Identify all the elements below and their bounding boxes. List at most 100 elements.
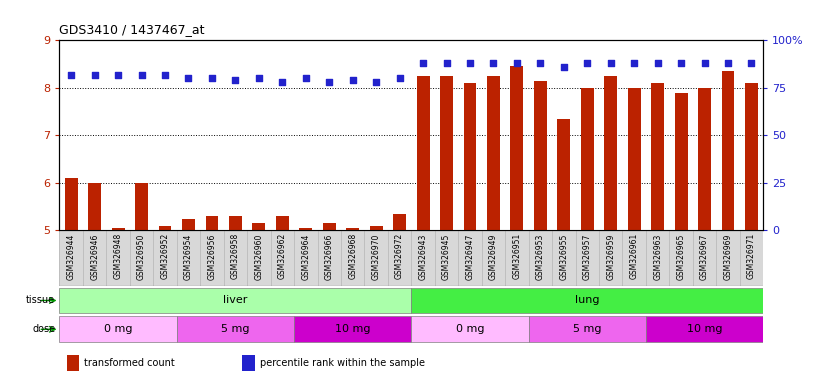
Bar [411,316,529,342]
Text: GSM326959: GSM326959 [606,233,615,280]
Point [675,60,688,66]
Bar [177,316,294,342]
Text: 10 mg: 10 mg [335,324,370,334]
Point [604,60,617,66]
Text: dose: dose [32,324,55,334]
Bar [463,83,477,230]
Text: 0 mg: 0 mg [104,324,132,334]
Text: tissue: tissue [26,295,55,306]
Point [463,60,477,66]
Point [487,60,500,66]
Point [276,79,289,85]
Bar [722,71,734,230]
Bar [529,316,646,342]
Text: GSM326948: GSM326948 [114,233,122,280]
Bar [229,216,242,230]
Point [229,77,242,83]
Bar [294,316,411,342]
Text: percentile rank within the sample: percentile rank within the sample [260,358,425,368]
Text: GSM326958: GSM326958 [231,233,240,280]
Text: GSM326947: GSM326947 [466,233,474,280]
Point [159,71,172,78]
Text: GSM326950: GSM326950 [137,233,146,280]
Text: 5 mg: 5 mg [221,324,249,334]
Text: 10 mg: 10 mg [687,324,722,334]
Text: GSM326971: GSM326971 [747,233,756,280]
Bar [206,216,218,230]
Point [182,75,195,81]
Text: GSM326957: GSM326957 [583,233,591,280]
Text: GSM326951: GSM326951 [512,233,521,280]
Point [369,79,382,85]
Bar [487,76,500,230]
Bar [243,355,255,371]
Bar [651,83,664,230]
Bar [675,93,687,230]
Bar [59,288,411,313]
Text: GSM326969: GSM326969 [724,233,733,280]
Point [135,71,148,78]
Text: GSM326972: GSM326972 [395,233,404,280]
Text: GSM326960: GSM326960 [254,233,263,280]
Point [745,60,758,66]
Point [628,60,641,66]
Point [440,60,453,66]
Bar [646,316,763,342]
Bar [698,88,711,230]
Text: GSM326943: GSM326943 [419,233,428,280]
Bar [370,226,382,230]
Point [323,79,336,85]
Point [581,60,594,66]
Text: GSM326945: GSM326945 [442,233,451,280]
Text: GSM326965: GSM326965 [676,233,686,280]
Point [558,64,571,70]
Bar [299,228,312,230]
Bar [393,214,406,230]
Bar [745,83,758,230]
Bar [112,228,125,230]
Bar [253,223,265,230]
Point [534,60,547,66]
Text: GSM326967: GSM326967 [700,233,709,280]
Text: 0 mg: 0 mg [456,324,484,334]
Bar [323,223,335,230]
Bar [534,81,547,230]
Bar [628,88,641,230]
Bar [88,183,101,230]
Text: GSM326956: GSM326956 [207,233,216,280]
Point [64,71,78,78]
Bar [558,119,570,230]
Text: GSM326955: GSM326955 [559,233,568,280]
Text: transformed count: transformed count [84,358,175,368]
Point [299,75,312,81]
Point [88,71,102,78]
Point [416,60,430,66]
Bar [416,76,430,230]
Bar [59,316,177,342]
Bar [276,216,289,230]
Text: GSM326953: GSM326953 [536,233,545,280]
Bar [411,288,763,313]
Text: GSM326946: GSM326946 [90,233,99,280]
Text: lung: lung [575,295,600,306]
Bar [159,226,172,230]
Text: 5 mg: 5 mg [573,324,601,334]
Bar [64,178,78,230]
Text: GSM326963: GSM326963 [653,233,662,280]
Bar [67,355,79,371]
Text: GSM326966: GSM326966 [325,233,334,280]
Point [651,60,664,66]
Point [346,77,359,83]
Point [393,75,406,81]
Point [112,71,125,78]
Bar [605,76,617,230]
Text: GSM326952: GSM326952 [160,233,169,280]
Point [206,75,219,81]
Text: GSM326964: GSM326964 [301,233,311,280]
Point [252,75,265,81]
Bar [581,88,594,230]
Point [698,60,711,66]
Text: GSM326954: GSM326954 [184,233,193,280]
Bar [182,218,195,230]
Bar [346,228,359,230]
